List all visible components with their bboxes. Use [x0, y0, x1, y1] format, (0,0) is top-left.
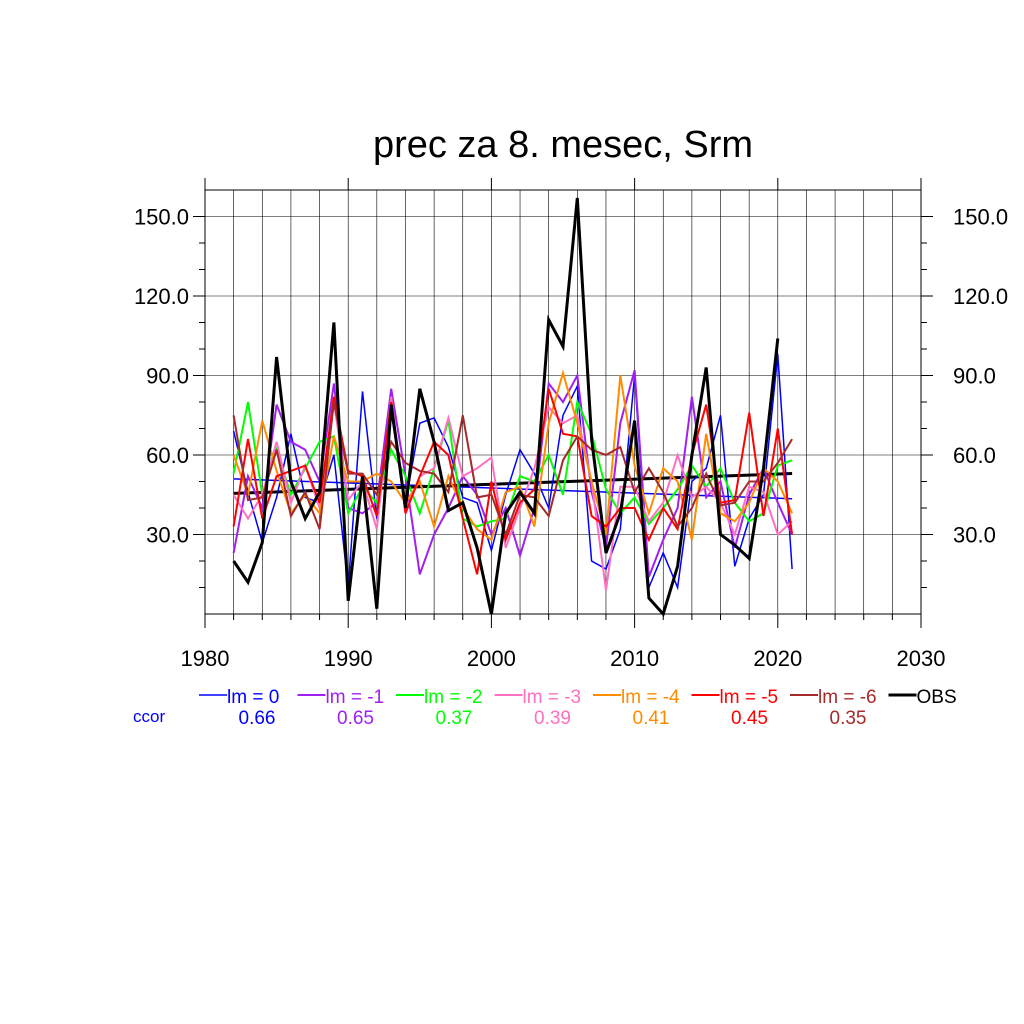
- series-line-lm-2: [232, 398, 793, 528]
- ccor-value: 0.35: [830, 708, 867, 729]
- axes: 1980 1990 2000 2010 2020 2030 30.0 30.0 60.0 60.0…: [134, 178, 1008, 671]
- ccor-value: 0.39: [534, 708, 571, 729]
- y-tick-label-left: 150.0: [134, 205, 189, 230]
- y-tick-label-right: 120.0: [953, 284, 1008, 309]
- y-tick-label-right: 60.0: [953, 443, 996, 468]
- legend-label: lm = 0: [227, 687, 279, 708]
- series-lines: [232, 197, 794, 617]
- legend-label: OBS: [917, 687, 957, 708]
- series-line-lm-6: [232, 401, 793, 538]
- ccor-value: 0.66: [239, 708, 276, 729]
- ccor-value: 0.37: [436, 708, 473, 729]
- grid: [205, 190, 921, 614]
- y-tick-label-right: 30.0: [953, 523, 996, 548]
- y-tick-label-right: 90.0: [953, 364, 996, 389]
- ccor-label: ccor: [133, 707, 165, 726]
- x-tick-label: 2030: [897, 646, 946, 671]
- series-line-obs: [232, 197, 780, 617]
- x-tick-label: 2010: [610, 646, 659, 671]
- chart-title: prec za 8. mesec, Srm: [373, 124, 753, 166]
- legend-label: lm = -3: [523, 687, 582, 708]
- x-tick-label: 2020: [753, 646, 802, 671]
- series-line-lm-4: [232, 369, 794, 542]
- legend-label: lm = -5: [720, 687, 779, 708]
- y-tick-label-right: 150.0: [953, 205, 1008, 230]
- x-tick-label: 2000: [467, 646, 516, 671]
- y-tick-label-left: 30.0: [146, 523, 189, 548]
- y-tick-label-left: 90.0: [146, 364, 189, 389]
- legend-label: lm = -4: [621, 687, 680, 708]
- y-tick-label-left: 120.0: [134, 284, 189, 309]
- x-tick-label: 1990: [324, 646, 373, 671]
- legend-label: lm = -1: [326, 687, 385, 708]
- ccor-value: 0.65: [337, 708, 374, 729]
- x-tick-label: 1980: [181, 646, 230, 671]
- legend-label: lm = -2: [424, 687, 483, 708]
- y-tick-label-left: 60.0: [146, 443, 189, 468]
- ccor-value: 0.45: [731, 708, 768, 729]
- series-line-lm-1: [232, 369, 794, 578]
- ccor-value: 0.41: [633, 708, 670, 729]
- series-line-lm-5: [232, 388, 794, 575]
- legend-label: lm = -6: [818, 687, 877, 708]
